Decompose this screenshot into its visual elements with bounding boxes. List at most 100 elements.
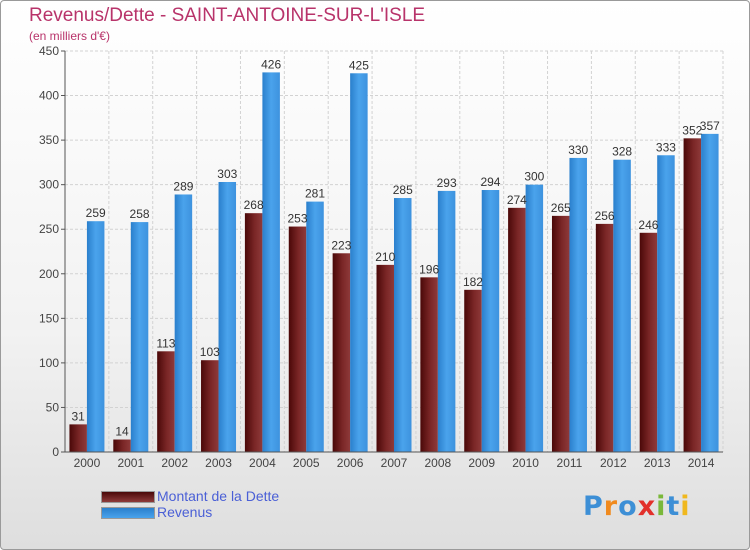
data-label-dette: 274 [507, 193, 527, 207]
bar-dette [595, 223, 614, 452]
bar-revenus [218, 181, 237, 452]
bar-revenus [613, 159, 631, 452]
legend-label-dette: Montant de la Dette [157, 488, 280, 504]
bar-revenus [437, 190, 456, 452]
bar-dette [639, 232, 658, 452]
x-tick-label: 2010 [512, 456, 539, 470]
bar-dette [464, 289, 482, 452]
data-label-dette: 352 [682, 123, 702, 137]
data-label-dette: 223 [331, 238, 351, 252]
x-tick-label: 2003 [205, 456, 232, 470]
y-tick-label: 200 [39, 267, 59, 281]
x-tick-label: 2001 [117, 456, 144, 470]
x-tick-label: 2012 [600, 456, 627, 470]
logo-letter: o [618, 491, 638, 522]
bar-revenus [86, 221, 105, 452]
bar-dette [113, 439, 131, 452]
bar-dette [551, 215, 570, 452]
bar-revenus [569, 157, 587, 452]
bar-revenus [525, 184, 544, 452]
data-label-revenus: 258 [130, 207, 150, 221]
chart-subtitle: (en milliers d'€) [29, 29, 110, 43]
bar-dette [332, 253, 351, 452]
legend-swatch-dette [101, 491, 155, 503]
x-tick-label: 2007 [381, 456, 408, 470]
x-tick-label: 2014 [688, 456, 715, 470]
x-tick-label: 2002 [161, 456, 188, 470]
data-label-dette: 31 [72, 409, 86, 423]
bar-revenus [350, 73, 368, 453]
legend-swatch-revenus [101, 507, 155, 519]
data-label-dette: 268 [244, 198, 264, 212]
data-label-dette: 265 [551, 201, 571, 215]
data-label-revenus: 426 [261, 57, 281, 71]
data-label-revenus: 289 [173, 179, 193, 193]
data-label-dette: 14 [115, 425, 129, 439]
proxiti-logo: Proxiti [583, 491, 691, 522]
x-tick-label: 2005 [293, 456, 320, 470]
logo-letter: x [637, 491, 657, 522]
data-label-revenus: 300 [524, 170, 544, 184]
bar-dette [157, 351, 175, 452]
bar-dette [420, 277, 438, 452]
chart-title: Revenus/Dette - SAINT-ANTOINE-SUR-L'ISLE [29, 5, 426, 26]
bar-revenus [481, 190, 500, 452]
logo-letter: t [666, 491, 681, 522]
data-label-revenus: 294 [480, 175, 500, 189]
y-tick-label: 50 [46, 400, 60, 414]
logo-letter: P [583, 491, 604, 522]
data-label-dette: 113 [156, 336, 175, 350]
data-label-revenus: 357 [700, 119, 720, 133]
x-tick-label: 2011 [557, 456, 583, 470]
bar-revenus [701, 133, 719, 452]
bar-dette [376, 264, 394, 452]
x-tick-label: 2006 [337, 456, 364, 470]
bar-dette [683, 138, 702, 452]
data-label-dette: 253 [288, 212, 308, 226]
data-label-revenus: 293 [437, 176, 457, 190]
data-label-revenus: 330 [568, 143, 588, 157]
legend-label-revenus: Revenus [157, 504, 213, 520]
y-tick-label: 350 [39, 133, 59, 147]
data-label-dette: 256 [595, 209, 615, 223]
data-label-revenus: 259 [86, 206, 106, 220]
logo-letter: i [656, 491, 667, 522]
data-label-dette: 246 [638, 218, 658, 232]
bar-dette [69, 424, 87, 452]
data-label-dette: 196 [419, 262, 439, 276]
y-tick-label: 0 [52, 445, 59, 459]
x-tick-label: 2004 [249, 456, 276, 470]
data-label-dette: 210 [375, 250, 395, 264]
data-label-dette: 103 [200, 345, 220, 359]
y-tick-label: 150 [39, 311, 59, 325]
y-tick-label: 100 [39, 356, 59, 370]
bar-dette [508, 207, 526, 452]
data-label-revenus: 281 [305, 187, 325, 201]
data-label-revenus: 333 [656, 140, 676, 154]
bar-revenus [306, 201, 324, 452]
logo-letter: i [680, 491, 691, 522]
y-tick-label: 250 [39, 222, 59, 236]
data-label-revenus: 285 [393, 183, 413, 197]
data-label-revenus: 328 [612, 145, 632, 159]
bar-revenus [262, 72, 280, 453]
logo-letter: r [603, 491, 619, 522]
bar-dette [288, 226, 307, 452]
x-tick-label: 2009 [468, 456, 495, 470]
data-label-revenus: 425 [349, 58, 369, 72]
y-tick-label: 400 [39, 89, 59, 103]
bar-dette [244, 213, 263, 452]
bar-revenus [394, 198, 412, 452]
x-tick-label: 2008 [425, 456, 452, 470]
data-label-dette: 182 [463, 275, 483, 289]
bar-revenus [657, 155, 675, 452]
bar-revenus [130, 222, 149, 452]
bar-revenus [174, 194, 193, 453]
x-tick-label: 2000 [74, 456, 101, 470]
data-label-revenus: 303 [217, 167, 237, 181]
y-tick-label: 300 [39, 178, 59, 192]
bar-dette [201, 360, 219, 452]
x-tick-label: 2013 [644, 456, 671, 470]
